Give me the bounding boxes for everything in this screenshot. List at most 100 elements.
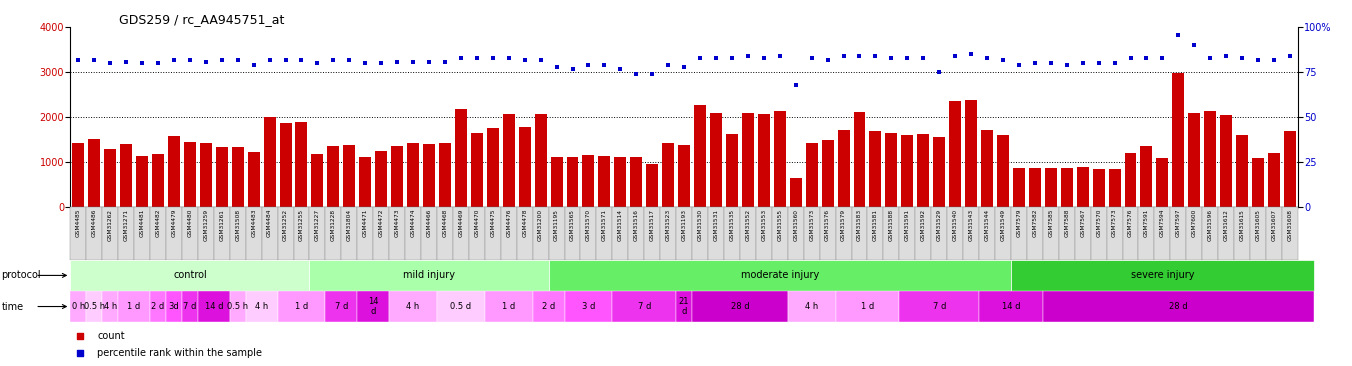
Text: GSM4472: GSM4472 xyxy=(379,209,384,238)
Bar xyxy=(184,142,196,207)
Bar xyxy=(1138,207,1155,260)
Point xyxy=(1072,60,1094,66)
Point xyxy=(610,66,631,72)
Bar xyxy=(70,207,87,260)
Text: 14 d: 14 d xyxy=(204,302,223,311)
Text: GSM7594: GSM7594 xyxy=(1160,209,1165,238)
Bar xyxy=(406,207,420,260)
Bar xyxy=(1141,146,1152,207)
Point xyxy=(84,57,105,63)
Bar xyxy=(630,157,642,207)
Point xyxy=(896,55,918,61)
Text: GSM7597: GSM7597 xyxy=(1176,209,1180,238)
Bar xyxy=(1284,131,1297,207)
Bar xyxy=(836,207,852,260)
Bar xyxy=(565,291,612,322)
Bar xyxy=(915,207,932,260)
Point xyxy=(561,66,583,72)
Bar xyxy=(485,291,533,322)
Text: 4 h: 4 h xyxy=(407,302,419,311)
Bar xyxy=(1156,158,1168,207)
Text: GSM7585: GSM7585 xyxy=(1048,209,1053,238)
Bar xyxy=(389,291,437,322)
Bar xyxy=(1252,158,1264,207)
Bar xyxy=(453,207,469,260)
Point xyxy=(1088,60,1110,66)
Text: severe injury: severe injury xyxy=(1130,270,1194,280)
Text: GSM4480: GSM4480 xyxy=(188,209,192,238)
Point xyxy=(178,57,200,63)
Text: GSM4476: GSM4476 xyxy=(506,209,511,237)
Point xyxy=(546,64,568,70)
Bar xyxy=(88,139,100,207)
Bar xyxy=(296,122,307,207)
Text: GSM31529: GSM31529 xyxy=(937,209,942,241)
Bar xyxy=(150,207,166,260)
Bar xyxy=(262,207,277,260)
Text: 0 h: 0 h xyxy=(72,302,85,311)
Bar xyxy=(214,207,230,260)
Text: GSM31228: GSM31228 xyxy=(331,209,335,241)
Text: GSM31596: GSM31596 xyxy=(1207,209,1213,241)
Text: 1 d: 1 d xyxy=(861,302,875,311)
Point xyxy=(69,333,91,339)
Bar xyxy=(137,156,147,207)
Bar xyxy=(965,100,977,207)
Bar xyxy=(1268,153,1280,207)
Text: GSM7573: GSM7573 xyxy=(1113,209,1117,238)
Bar xyxy=(853,112,865,207)
Point xyxy=(1119,55,1141,61)
Point xyxy=(1136,55,1157,61)
Bar xyxy=(1218,207,1234,260)
Text: GSM7567: GSM7567 xyxy=(1080,209,1086,237)
Bar xyxy=(599,156,610,207)
Text: GSM31576: GSM31576 xyxy=(825,209,830,241)
Bar xyxy=(168,136,180,207)
Bar xyxy=(869,131,882,207)
Bar xyxy=(437,207,453,260)
Text: GSM4473: GSM4473 xyxy=(395,209,400,238)
Point xyxy=(387,59,408,64)
Bar xyxy=(373,207,389,260)
Point xyxy=(354,60,376,66)
Text: 2 d: 2 d xyxy=(542,302,556,311)
Text: 0.5 h: 0.5 h xyxy=(227,302,249,311)
Bar xyxy=(679,145,690,207)
Bar xyxy=(516,207,533,260)
Point xyxy=(1232,55,1253,61)
Bar xyxy=(949,101,961,207)
Bar xyxy=(293,207,310,260)
Point xyxy=(1009,62,1030,68)
Bar xyxy=(822,140,834,207)
Text: GSM31255: GSM31255 xyxy=(299,209,304,241)
Text: GSM31531: GSM31531 xyxy=(714,209,718,241)
Bar xyxy=(1092,169,1105,207)
Bar xyxy=(118,291,150,322)
Text: GSM4483: GSM4483 xyxy=(251,209,256,238)
Bar xyxy=(742,113,754,207)
Bar xyxy=(979,207,995,260)
Point xyxy=(706,55,727,61)
Text: GSM31514: GSM31514 xyxy=(618,209,623,241)
Bar xyxy=(87,291,103,322)
Point xyxy=(657,62,679,68)
Point xyxy=(833,53,854,59)
Bar xyxy=(183,207,197,260)
Bar xyxy=(231,147,243,207)
Bar xyxy=(1188,113,1201,207)
Bar xyxy=(230,207,246,260)
Bar xyxy=(566,157,579,207)
Text: GSM31271: GSM31271 xyxy=(123,209,128,241)
Point xyxy=(1263,57,1284,63)
Bar xyxy=(1042,291,1314,322)
Bar xyxy=(151,154,164,207)
Bar xyxy=(788,207,803,260)
Bar xyxy=(470,133,483,207)
Text: GSM7570: GSM7570 xyxy=(1096,209,1101,238)
Bar xyxy=(485,207,500,260)
Text: GSM31544: GSM31544 xyxy=(984,209,990,241)
Point xyxy=(370,60,392,66)
Point xyxy=(929,69,950,75)
Bar xyxy=(357,291,389,322)
Bar xyxy=(487,128,499,207)
